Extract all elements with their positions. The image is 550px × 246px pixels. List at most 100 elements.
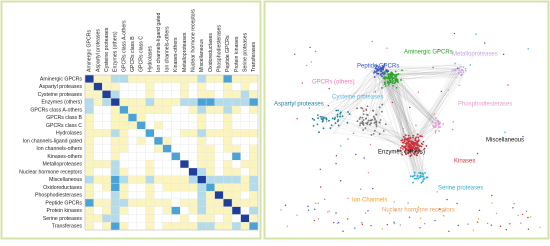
network-node xyxy=(487,223,488,224)
network-node xyxy=(443,215,444,216)
heatmap-cell xyxy=(223,168,232,176)
heatmap-cell xyxy=(163,145,172,153)
network-node xyxy=(421,146,423,148)
heatmap-cell xyxy=(102,91,111,99)
network-node xyxy=(318,218,319,219)
heatmap-cell xyxy=(128,91,137,99)
heatmap-cell xyxy=(206,129,215,137)
network-label: Kinases xyxy=(454,159,475,165)
heatmap-cell xyxy=(223,191,232,199)
heatmap-cell xyxy=(94,98,103,106)
network-node xyxy=(385,85,387,87)
network-node xyxy=(376,126,378,128)
network-node xyxy=(315,51,316,52)
heatmap-cell xyxy=(102,137,111,145)
heatmap-cell xyxy=(215,176,224,184)
heatmap-cell xyxy=(102,184,111,192)
network-node xyxy=(400,147,402,149)
heatmap-cell xyxy=(232,199,241,207)
heatmap-cell xyxy=(163,137,172,145)
column-label: Hydrolases xyxy=(147,46,153,72)
heatmap-cell xyxy=(189,199,198,207)
network-node xyxy=(313,119,315,121)
heatmap-cell xyxy=(223,207,232,215)
network-node xyxy=(512,207,513,208)
heatmap-cell xyxy=(146,137,155,145)
heatmap-cell xyxy=(197,145,206,153)
heatmap-cell xyxy=(206,137,215,145)
network-node xyxy=(373,116,375,118)
heatmap-cell xyxy=(189,83,198,91)
network-node xyxy=(342,231,343,232)
heatmap-cell xyxy=(163,75,172,83)
network-node xyxy=(411,142,413,144)
network-node xyxy=(347,198,348,199)
heatmap-cell xyxy=(146,75,155,83)
heatmap-cell xyxy=(241,114,250,122)
network-node xyxy=(403,128,404,129)
network-label: Enzymes (others) xyxy=(378,150,425,156)
heatmap-cell xyxy=(120,129,129,137)
network-node xyxy=(442,123,444,125)
network-node xyxy=(385,76,387,78)
heatmap-cell xyxy=(206,199,215,207)
heatmap-cell xyxy=(111,114,120,122)
heatmap-cell xyxy=(232,222,241,230)
heatmap-cell xyxy=(128,207,137,215)
network-node xyxy=(539,227,540,228)
heatmap-cell xyxy=(180,145,189,153)
heatmap-cell xyxy=(206,106,215,114)
heatmap-cell xyxy=(172,129,181,137)
heatmap-cell xyxy=(206,98,215,106)
heatmap-cell xyxy=(163,176,172,184)
network-label: GPCRs (others) xyxy=(312,80,355,86)
column-label: Ion channels-ligand gated xyxy=(156,12,162,72)
heatmap-cell xyxy=(189,207,198,215)
network-node xyxy=(432,125,434,127)
network-node xyxy=(359,118,361,120)
network-node xyxy=(420,218,421,219)
heatmap-cell xyxy=(128,75,137,83)
row-label: Metalloproteases xyxy=(42,162,82,168)
network-node xyxy=(317,203,318,204)
heatmap-cell xyxy=(111,199,120,207)
network-node xyxy=(369,124,371,126)
network-label: Miscellaneous xyxy=(486,138,524,144)
network-node xyxy=(528,229,529,230)
network-node xyxy=(332,117,334,119)
heatmap-cell xyxy=(241,176,250,184)
network-node xyxy=(360,188,361,189)
heatmap-cell xyxy=(172,153,181,161)
heatmap-cell xyxy=(128,83,137,91)
heatmap-cell xyxy=(206,215,215,223)
heatmap-cell xyxy=(206,168,215,176)
row-label: Hydrolases xyxy=(56,131,82,137)
network-node xyxy=(340,180,341,181)
network-node xyxy=(412,182,414,184)
heatmap-cell xyxy=(197,207,206,215)
network-node xyxy=(309,47,310,48)
heatmap-cell xyxy=(146,184,155,192)
network-node xyxy=(500,226,501,227)
network-node xyxy=(356,107,358,109)
network-node xyxy=(400,224,401,225)
network-node xyxy=(389,73,391,75)
heatmap-cell xyxy=(206,75,215,83)
network-node xyxy=(381,111,383,113)
heatmap-cell xyxy=(206,222,215,230)
network-node xyxy=(507,84,508,85)
heatmap-cell xyxy=(232,106,241,114)
heatmap-cell xyxy=(111,83,120,91)
network-node xyxy=(432,67,433,68)
page: {"chart_data": {"type": "heatmap", "rows… xyxy=(0,0,550,241)
network-node xyxy=(381,104,383,106)
heatmap-cell xyxy=(102,75,111,83)
heatmap-cell xyxy=(197,83,206,91)
network-node xyxy=(421,175,423,177)
heatmap-cell xyxy=(249,137,258,145)
network-node xyxy=(394,223,395,224)
heatmap-cell xyxy=(189,122,198,130)
network-node xyxy=(329,210,330,211)
network-node xyxy=(491,224,492,225)
heatmap-cell xyxy=(241,129,250,137)
